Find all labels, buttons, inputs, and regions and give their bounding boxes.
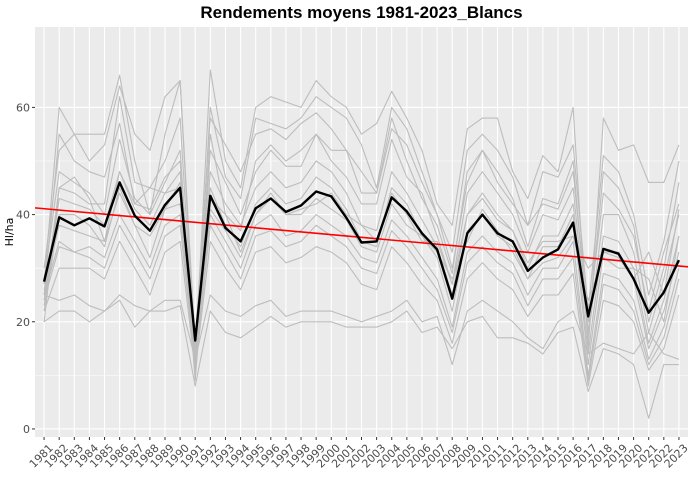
y-tick-label: 0 [23,423,30,436]
y-axis: 0 20 40 60 [16,101,35,436]
mean-series-line [42,181,680,342]
mean-series-group [42,181,680,342]
background-series-line [43,80,680,344]
y-tick-label: 60 [16,101,30,114]
x-axis: 1981198219831984198519861987198819891990… [27,437,691,471]
background-series-line [43,133,680,376]
background-series-line [43,214,680,376]
grid-lines [35,27,688,437]
background-series-line [43,192,680,350]
y-tick-label: 40 [16,209,30,222]
background-series-line [43,122,680,371]
background-series-line [43,240,680,387]
y-axis-label: Hl/ha [3,218,16,247]
background-series-line [43,224,680,382]
y-tick-label: 20 [16,316,30,329]
chart-title: Rendements moyens 1981-2023_Blancs [200,3,522,22]
background-series-line [43,299,679,419]
